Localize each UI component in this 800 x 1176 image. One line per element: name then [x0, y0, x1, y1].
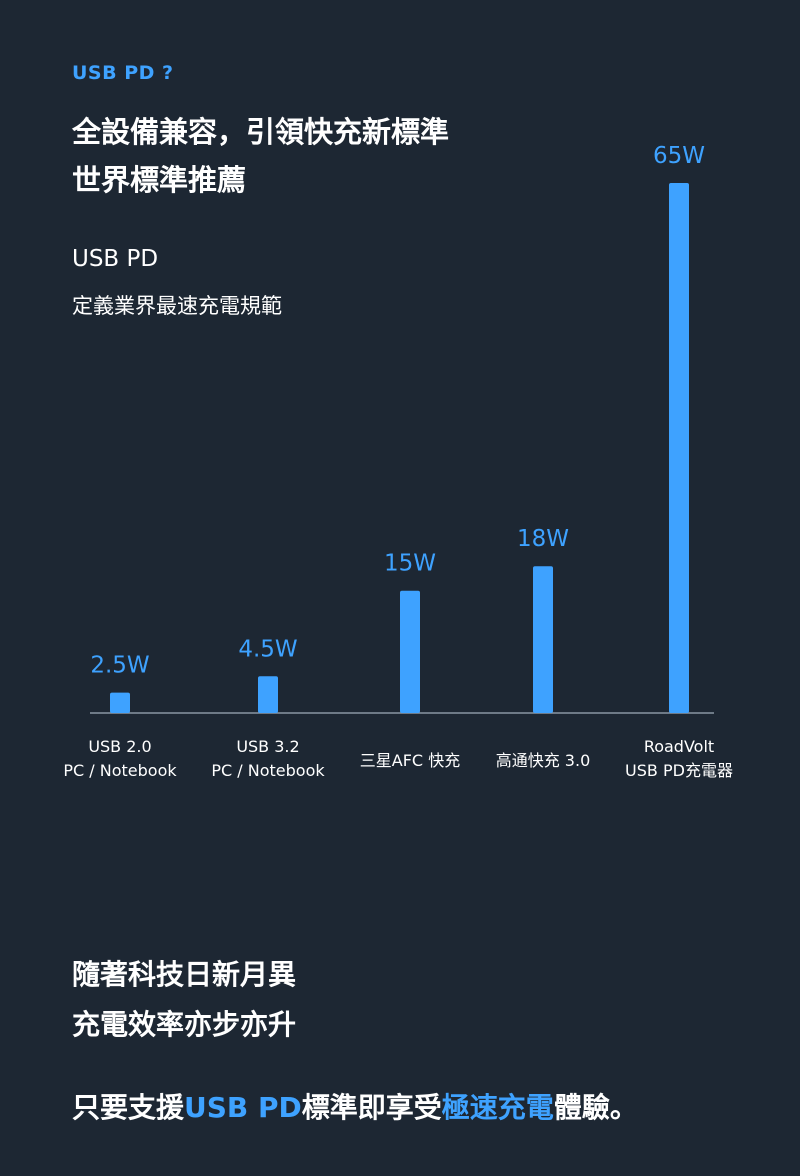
value-label-1: 4.5W	[238, 636, 297, 662]
category-label-0-line-1: PC / Notebook	[63, 761, 177, 780]
cta-highlight-fast-charge: 極速充電	[441, 1091, 554, 1124]
value-label-0: 2.5W	[90, 653, 149, 679]
category-label-0-line-0: USB 2.0	[88, 737, 151, 756]
value-label-2: 15W	[384, 551, 436, 577]
value-label-3: 18W	[517, 526, 569, 552]
category-label-1-line-0: USB 3.2	[236, 737, 299, 756]
cta-part-1: 只要支援	[72, 1091, 185, 1124]
category-label-1-line-1: PC / Notebook	[211, 761, 325, 780]
headline: 全設備兼容，引領快充新標準 世界標準推薦	[72, 108, 449, 204]
category-label-3-line-0: 高通快充 3.0	[496, 751, 591, 770]
bar-4	[669, 183, 689, 713]
value-label-4: 65W	[653, 143, 705, 169]
footer-text: 隨著科技日新月異 充電效率亦步亦升	[72, 950, 296, 1050]
cta-highlight-usb-pd: USB PD	[184, 1091, 302, 1124]
bar-3	[533, 566, 553, 713]
subheading-1: USB PD	[72, 246, 159, 272]
subheading-2: 定義業界最速充電規範	[72, 294, 282, 318]
footer-line-1: 隨著科技日新月異	[72, 958, 297, 991]
footer-line-2: 充電效率亦步亦升	[72, 1008, 297, 1041]
category-label-2-line-0: 三星AFC 快充	[360, 751, 460, 770]
power-comparison-chart: 2.5W USB 2.0 PC / Notebook 4.5W USB 3.2 PC / …	[63, 143, 733, 780]
category-label-4-line-1: USB PD充電器	[625, 761, 733, 780]
headline-line-1: 全設備兼容，引領快充新標準	[72, 115, 450, 149]
cta-part-3: 體驗。	[553, 1091, 638, 1124]
category-label-4-line-0: RoadVolt	[644, 737, 714, 756]
cta-part-2: 標準即享受	[301, 1091, 442, 1124]
bar-2	[400, 590, 420, 713]
headline-line-2: 世界標準推薦	[72, 163, 247, 197]
eyebrow-label: USB PD ?	[72, 62, 174, 84]
bar-0	[110, 692, 130, 713]
bar-1	[258, 676, 278, 713]
cta-text: 只要支援USB PD標準即享受極速充電體驗。	[72, 1086, 638, 1126]
